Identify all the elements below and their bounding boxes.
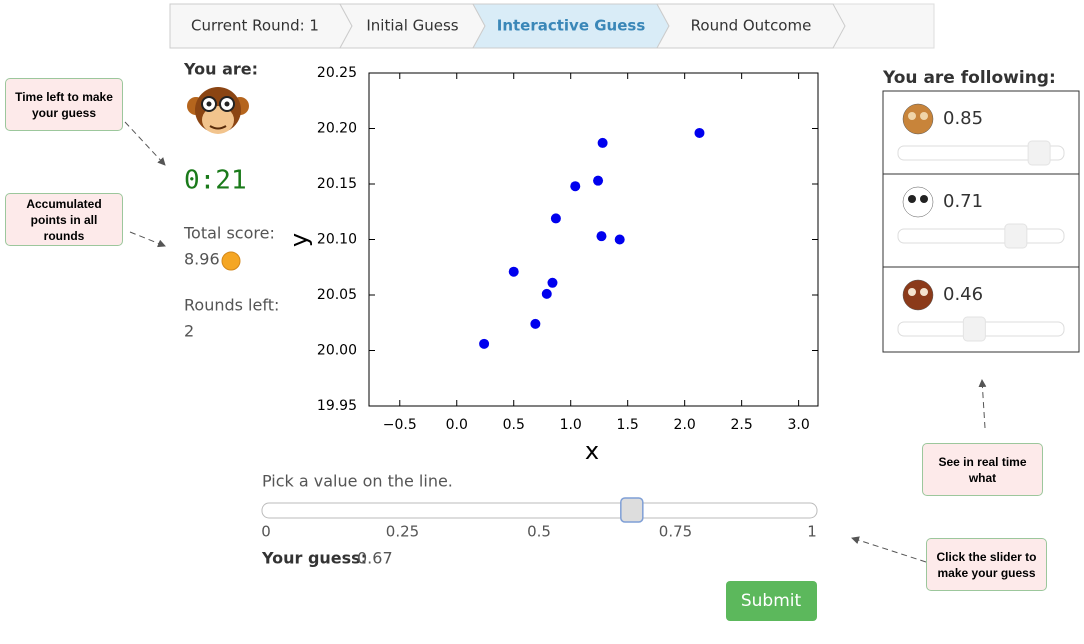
x-tick-label: 3.0	[787, 417, 809, 433]
point	[570, 181, 581, 192]
breadcrumb-step[interactable]	[656, 3, 846, 49]
note: Time left to make your guess	[5, 78, 123, 131]
x-tick-label: 1.5	[617, 417, 639, 433]
arrow	[851, 536, 927, 563]
arrow	[129, 231, 166, 248]
agent-slider-thumb	[1004, 223, 1028, 249]
x-tick-label: 0.0	[446, 417, 468, 433]
timer: 0:21	[184, 166, 247, 196]
breadcrumb-label: Round Outcome	[691, 17, 812, 35]
agent-avatar	[902, 103, 934, 135]
submit-button[interactable]	[726, 581, 817, 621]
agent-avatar-eye	[908, 112, 916, 120]
guess-label: Your guess:	[261, 549, 367, 568]
x-tick-label: 0.5	[503, 417, 525, 433]
point	[597, 137, 608, 148]
guess-value: 0.67	[357, 549, 393, 568]
monkey-avatar	[187, 87, 249, 134]
x-tick-label: 2.5	[731, 417, 753, 433]
point	[614, 234, 625, 245]
agent-value: 0.85	[943, 108, 983, 129]
breadcrumb-label: Initial Guess	[366, 17, 458, 35]
x-tick-label: 2.0	[674, 417, 696, 433]
agent-slider-track	[897, 145, 1065, 161]
player-heading: You are:	[183, 60, 258, 79]
point	[593, 175, 604, 186]
y-tick-label: 19.95	[317, 398, 357, 414]
breadcrumb-label: Interactive Guess	[497, 17, 646, 35]
slider-tick-label: 0.5	[527, 523, 551, 541]
y-axis-label: y	[285, 233, 313, 247]
point	[547, 277, 558, 288]
agent-slider-thumb	[1027, 140, 1051, 166]
x-tick-label: 1.0	[560, 417, 582, 433]
agent-avatar-eye	[920, 195, 928, 203]
point	[596, 231, 607, 242]
guess-prompt: Pick a value on the line.	[262, 472, 453, 491]
coin-icon	[221, 251, 241, 271]
submit-label[interactable]: Submit	[741, 591, 802, 611]
agent-slider-thumb	[962, 316, 986, 342]
point	[550, 213, 561, 224]
rounds: 2	[184, 322, 194, 341]
following-title: You are following:	[882, 68, 1056, 88]
agent-avatar-eye	[908, 195, 916, 203]
agent-avatar-eye	[908, 288, 916, 296]
point	[694, 127, 705, 138]
rounds-label: Rounds left:	[184, 296, 279, 315]
y-tick-label: 20.20	[317, 121, 357, 137]
x-axis-label: x	[585, 437, 599, 465]
point	[479, 338, 490, 349]
note: Click the slider to make your guess	[926, 538, 1047, 591]
agent-slider-track	[897, 228, 1065, 244]
agent-value: 0.46	[943, 284, 983, 305]
agent-avatar-eye	[920, 112, 928, 120]
note: See in real time what	[922, 443, 1043, 496]
point	[530, 318, 541, 329]
note: Accumulated points in all rounds	[5, 193, 123, 246]
slider-tick-label: 1	[807, 523, 817, 541]
point	[508, 266, 519, 277]
slider-tick-label: 0.25	[386, 523, 419, 541]
y-tick-label: 20.25	[317, 65, 357, 81]
agent-avatar	[902, 279, 934, 311]
agent-avatar-eye	[920, 288, 928, 296]
score: 8.96	[184, 250, 220, 269]
breadcrumb-label: Current Round: 1	[191, 17, 319, 35]
arrow	[124, 121, 166, 166]
y-tick-label: 20.00	[317, 343, 357, 359]
plot-frame	[368, 72, 819, 407]
y-tick-label: 20.10	[317, 232, 357, 248]
score-label: Total score:	[183, 224, 275, 243]
agent-avatar	[902, 186, 934, 218]
point	[541, 288, 552, 299]
guess-slider-thumb[interactable]	[620, 497, 644, 523]
guess-slider-track[interactable]	[261, 502, 818, 519]
y-tick-label: 20.15	[317, 176, 357, 192]
y-tick-label: 20.05	[317, 287, 357, 303]
slider-tick-label: 0	[261, 523, 271, 541]
arrow	[978, 379, 987, 429]
x-tick-label: −0.5	[383, 417, 417, 433]
agent-value: 0.71	[943, 191, 983, 212]
slider-tick-label: 0.75	[659, 523, 692, 541]
